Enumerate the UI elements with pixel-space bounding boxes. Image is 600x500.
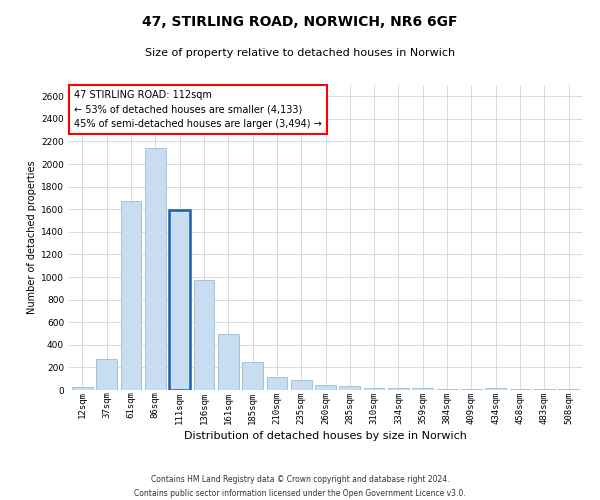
Text: 47, STIRLING ROAD, NORWICH, NR6 6GF: 47, STIRLING ROAD, NORWICH, NR6 6GF [142,15,458,29]
Bar [340,386,360,390]
Bar [266,377,287,390]
Bar [291,380,311,390]
Bar [242,362,263,390]
Bar [412,388,433,390]
Y-axis label: Number of detached properties: Number of detached properties [27,160,37,314]
Text: 47 STIRLING ROAD: 112sqm
← 53% of detached houses are smaller (4,133)
45% of sem: 47 STIRLING ROAD: 112sqm ← 53% of detach… [74,90,322,129]
Bar [485,388,506,390]
Bar [72,387,93,390]
Bar [194,280,214,390]
Bar [121,202,142,390]
Bar [364,388,385,390]
Bar [145,148,166,390]
Bar [97,359,117,390]
Text: Size of property relative to detached houses in Norwich: Size of property relative to detached ho… [145,48,455,58]
Bar [169,210,190,390]
Bar [437,388,457,390]
Bar [218,334,239,390]
Text: Contains HM Land Registry data © Crown copyright and database right 2024.
Contai: Contains HM Land Registry data © Crown c… [134,476,466,498]
Bar [315,386,336,390]
X-axis label: Distribution of detached houses by size in Norwich: Distribution of detached houses by size … [184,430,467,440]
Bar [388,388,409,390]
